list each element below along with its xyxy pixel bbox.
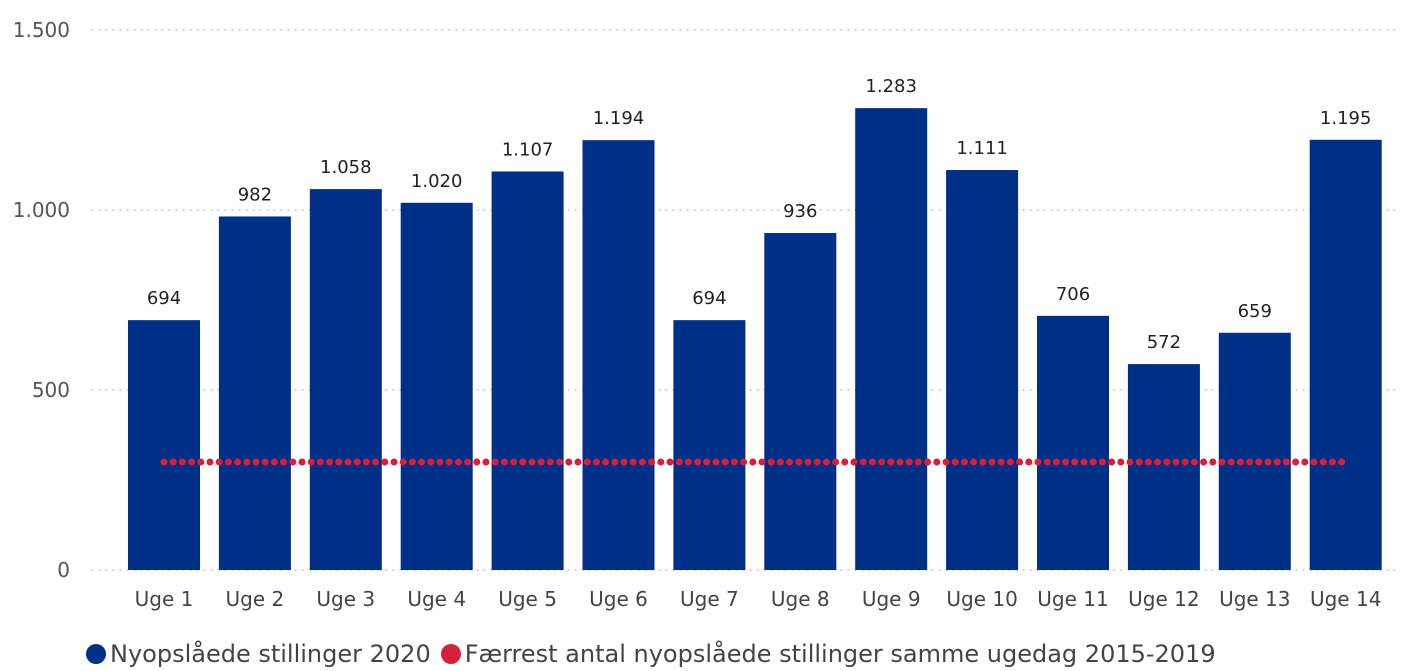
bar-value-label: 1.058 [320,157,372,178]
bar-value-label: 1.283 [865,76,917,97]
legend-label-bars: Nyopslåede stillinger 2020 [110,640,431,668]
bar[interactable] [1127,364,1200,570]
x-tick-label: Uge 5 [498,587,557,611]
legend: Nyopslåede stillinger 2020 Færrest antal… [86,640,1226,668]
x-tick-label: Uge 13 [1219,587,1290,611]
bar[interactable] [855,108,928,571]
y-tick-label: 0 [57,558,70,582]
legend-item-bars[interactable]: Nyopslåede stillinger 2020 [86,640,431,668]
bar-value-label: 1.194 [593,108,645,129]
bar-value-label: 694 [692,288,726,309]
bar[interactable] [1309,139,1382,571]
bar-value-label: 1.195 [1320,108,1372,129]
bar-value-label: 694 [147,288,181,309]
bar-value-label: 1.111 [956,138,1008,159]
bar-value-label: 706 [1056,284,1090,305]
x-tick-label: Uge 12 [1128,587,1199,611]
bar[interactable] [764,233,837,571]
bar[interactable] [491,171,564,571]
x-tick-label: Uge 9 [862,587,921,611]
x-tick-label: Uge 11 [1037,587,1108,611]
bar[interactable] [1218,332,1291,570]
bar-value-label: 936 [783,201,817,222]
bar[interactable] [673,320,746,570]
bar-value-label: 1.020 [411,171,463,192]
legend-item-line[interactable]: Færrest antal nyopslåede stillinger samm… [440,640,1216,668]
bar[interactable] [400,202,473,571]
x-tick-label: Uge 6 [589,587,648,611]
x-axis: Uge 1 Uge 2 Uge 3 Uge 4 Uge 5 Uge 6 Uge 7 Uge 8… [135,587,1382,611]
x-tick-label: Uge 4 [407,587,466,611]
x-tick-label: Uge 8 [771,587,830,611]
legend-label-line: Færrest antal nyopslåede stillinger samm… [464,640,1216,668]
x-tick-label: Uge 3 [316,587,375,611]
bar-value-label: 659 [1238,301,1272,322]
bars [128,108,1382,571]
bar[interactable] [218,216,291,571]
bar[interactable] [946,170,1019,571]
x-tick-label: Uge 10 [946,587,1017,611]
bar-chart: 0 500 1.000 1.500 694 982 1.058 1.020 1.107 1.19… [13,18,1401,611]
bar-value-label: 982 [238,184,272,205]
x-tick-label: Uge 14 [1310,587,1381,611]
bar[interactable] [309,189,382,570]
y-tick-label: 1.000 [13,198,70,222]
legend-marker-bars [86,644,106,664]
y-axis: 0 500 1.000 1.500 [13,18,70,582]
bar[interactable] [128,320,200,570]
y-tick-label: 1.500 [13,18,70,42]
x-tick-label: Uge 7 [680,587,739,611]
data-labels: 694 982 1.058 1.020 1.107 1.194 694 936 1.283 1.1… [147,76,1372,353]
x-tick-label: Uge 1 [135,587,194,611]
bar-value-label: 572 [1147,332,1181,353]
legend-marker-line [440,644,461,664]
x-tick-label: Uge 2 [226,587,285,611]
y-tick-label: 500 [32,378,70,402]
bar[interactable] [582,140,655,570]
bar-value-label: 1.107 [502,139,554,160]
bar[interactable] [1037,315,1109,570]
